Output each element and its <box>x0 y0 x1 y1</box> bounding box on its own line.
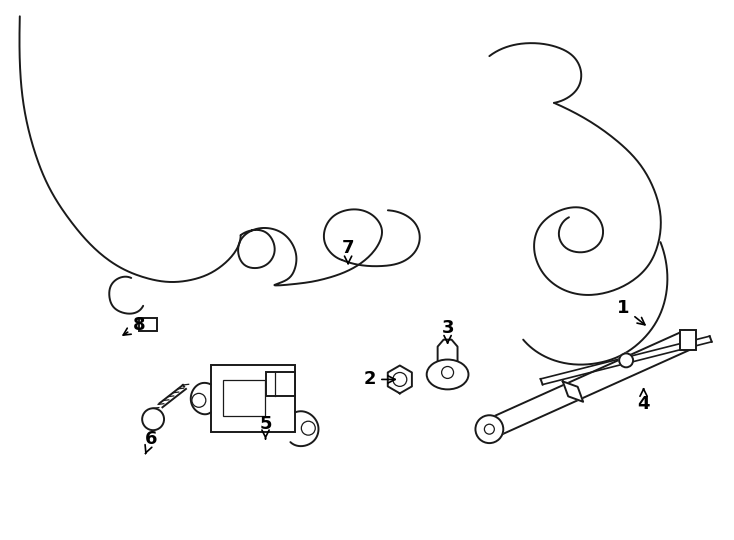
Polygon shape <box>486 330 691 438</box>
Bar <box>266 373 295 396</box>
Text: 7: 7 <box>342 239 355 264</box>
Text: 1: 1 <box>617 299 645 325</box>
Text: 6: 6 <box>145 430 157 454</box>
Text: 8: 8 <box>123 316 145 335</box>
Circle shape <box>476 415 504 443</box>
Text: 3: 3 <box>441 319 454 343</box>
Bar <box>222 380 264 416</box>
Text: 2: 2 <box>364 370 395 388</box>
Bar <box>211 364 295 432</box>
Text: 4: 4 <box>637 389 650 413</box>
Text: 5: 5 <box>259 415 272 439</box>
Polygon shape <box>388 366 412 393</box>
Polygon shape <box>563 381 583 402</box>
Ellipse shape <box>426 360 468 389</box>
Circle shape <box>142 408 164 430</box>
Circle shape <box>619 353 633 367</box>
Bar <box>139 318 157 330</box>
Bar <box>680 330 697 349</box>
